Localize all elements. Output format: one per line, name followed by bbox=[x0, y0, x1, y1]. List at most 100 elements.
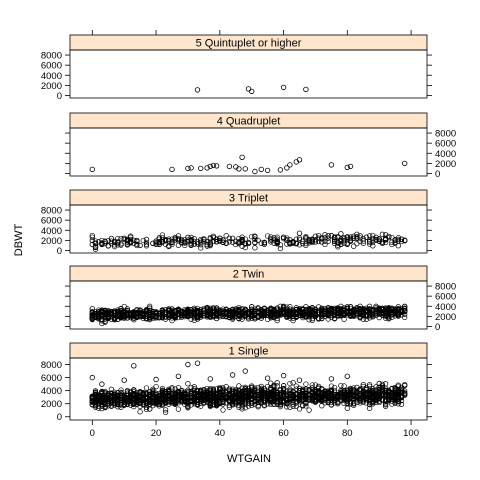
data-point bbox=[121, 312, 127, 318]
data-point bbox=[220, 407, 226, 413]
data-point bbox=[258, 308, 264, 315]
data-point bbox=[169, 307, 175, 314]
data-point bbox=[376, 308, 382, 314]
data-point bbox=[271, 235, 277, 241]
data-point bbox=[386, 310, 392, 316]
data-point bbox=[111, 309, 118, 316]
panel-strip-label: 3 Triplet bbox=[229, 193, 268, 205]
data-point bbox=[296, 157, 303, 163]
data-point bbox=[127, 394, 134, 400]
data-point bbox=[325, 233, 331, 239]
data-point bbox=[124, 239, 131, 245]
data-point bbox=[373, 384, 379, 390]
data-point bbox=[344, 164, 350, 171]
data-point bbox=[398, 397, 405, 404]
data-point bbox=[392, 309, 398, 315]
y-tick-label: 4000 bbox=[41, 71, 62, 82]
data-point bbox=[159, 388, 166, 394]
data-point bbox=[147, 406, 153, 412]
data-point bbox=[153, 395, 159, 401]
data-point bbox=[347, 305, 354, 312]
y-tick-label: 4000 bbox=[41, 226, 62, 237]
data-point bbox=[226, 404, 233, 410]
data-point bbox=[226, 390, 233, 396]
data-point bbox=[191, 395, 197, 401]
data-point bbox=[220, 398, 226, 405]
data-point bbox=[341, 316, 347, 322]
panel-strip-label: 2 Twin bbox=[233, 269, 265, 281]
data-point bbox=[245, 86, 252, 92]
data-point bbox=[312, 398, 319, 404]
data-point bbox=[220, 306, 226, 312]
data-point bbox=[249, 315, 255, 321]
data-point bbox=[198, 309, 204, 315]
data-point bbox=[223, 240, 229, 247]
data-point bbox=[134, 237, 140, 244]
data-point bbox=[194, 310, 201, 317]
data-point bbox=[351, 401, 357, 407]
data-point bbox=[159, 238, 166, 245]
data-point bbox=[284, 404, 290, 410]
data-point bbox=[172, 396, 178, 403]
data-point bbox=[293, 400, 299, 406]
data-point bbox=[261, 240, 268, 246]
data-point bbox=[255, 305, 261, 311]
data-point bbox=[357, 311, 363, 318]
data-point bbox=[264, 167, 271, 174]
data-point bbox=[198, 310, 204, 316]
data-point bbox=[315, 238, 322, 245]
data-point bbox=[185, 313, 191, 319]
data-point bbox=[102, 392, 108, 398]
data-point bbox=[185, 309, 191, 315]
data-point bbox=[188, 402, 194, 408]
data-point bbox=[175, 233, 182, 239]
data-point bbox=[312, 392, 319, 398]
data-point bbox=[229, 394, 236, 401]
data-point bbox=[287, 239, 293, 246]
data-point bbox=[175, 400, 182, 406]
data-point bbox=[328, 162, 335, 168]
data-point bbox=[185, 404, 191, 410]
data-point bbox=[366, 401, 373, 407]
data-point bbox=[150, 397, 156, 404]
data-point bbox=[108, 397, 115, 404]
y-tick-label: 0 bbox=[57, 91, 62, 102]
data-point bbox=[395, 304, 401, 310]
data-point bbox=[335, 312, 341, 318]
data-point bbox=[213, 391, 220, 397]
data-point bbox=[303, 394, 309, 400]
data-point bbox=[233, 398, 239, 404]
data-point bbox=[315, 388, 322, 395]
data-point bbox=[207, 376, 213, 382]
data-point bbox=[236, 315, 242, 321]
data-point bbox=[402, 237, 408, 244]
data-point bbox=[296, 388, 303, 394]
y-tick-label: 2000 bbox=[435, 312, 456, 323]
data-point bbox=[312, 237, 319, 243]
data-point bbox=[389, 306, 395, 313]
data-point bbox=[274, 312, 280, 318]
data-point bbox=[303, 86, 309, 93]
data-point bbox=[105, 243, 111, 249]
data-point bbox=[322, 232, 328, 238]
data-point bbox=[344, 395, 350, 401]
data-point bbox=[328, 392, 335, 399]
data-point bbox=[236, 383, 242, 389]
data-point bbox=[287, 162, 293, 168]
data-point bbox=[293, 236, 299, 242]
data-point bbox=[159, 401, 166, 407]
data-point bbox=[280, 398, 287, 404]
data-point bbox=[344, 236, 350, 243]
data-point bbox=[309, 385, 315, 391]
data-point bbox=[236, 235, 242, 242]
data-point bbox=[284, 237, 290, 243]
data-point bbox=[252, 398, 258, 405]
data-point bbox=[268, 234, 274, 240]
data-point bbox=[379, 391, 386, 397]
data-point bbox=[220, 387, 226, 394]
data-point bbox=[198, 387, 204, 394]
data-point bbox=[366, 306, 373, 312]
data-point bbox=[258, 385, 264, 392]
data-point bbox=[194, 360, 201, 366]
data-point bbox=[147, 397, 153, 403]
